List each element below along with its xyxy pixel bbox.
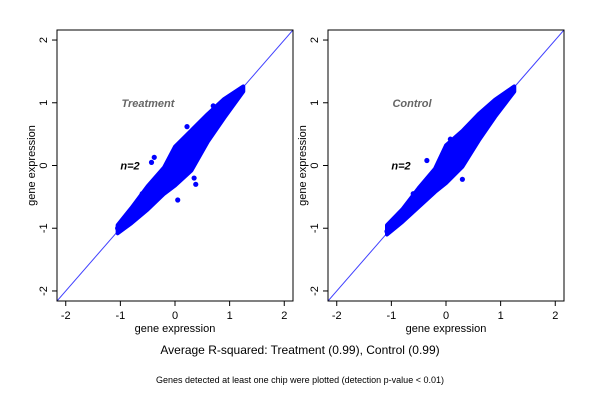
point-cloud bbox=[385, 84, 517, 237]
n-annotation: n=2 bbox=[391, 161, 410, 173]
data-point bbox=[384, 228, 390, 234]
x-axis-label: gene expression bbox=[406, 323, 487, 335]
data-point bbox=[193, 181, 199, 187]
r-squared-subtitle: Average R-squared: Treatment (0.99), Con… bbox=[160, 343, 440, 357]
data-point bbox=[410, 191, 416, 197]
data-point bbox=[178, 156, 185, 162]
data-point bbox=[175, 197, 181, 203]
panel-label: Control bbox=[392, 98, 432, 110]
data-point bbox=[139, 191, 145, 197]
x-tick-label: 2 bbox=[552, 310, 558, 322]
x-tick-label: 2 bbox=[281, 310, 287, 322]
data-point bbox=[202, 131, 208, 137]
y-tick-label: 2 bbox=[309, 37, 321, 43]
data-point bbox=[473, 131, 479, 137]
data-point bbox=[210, 103, 216, 109]
x-tick-label: 0 bbox=[172, 310, 178, 322]
n-annotation: n=2 bbox=[120, 161, 139, 173]
y-tick-label: -1 bbox=[38, 223, 50, 233]
y-tick-label: -2 bbox=[309, 286, 321, 296]
data-point bbox=[424, 157, 430, 164]
data-point bbox=[184, 124, 190, 130]
y-tick-label: -1 bbox=[309, 223, 321, 233]
data-point bbox=[459, 176, 465, 182]
data-point bbox=[151, 154, 157, 160]
y-axis-label: gene expression bbox=[26, 125, 38, 206]
x-tick-label: -1 bbox=[386, 310, 396, 322]
y-tick-label: 1 bbox=[309, 100, 321, 106]
y-tick-label: 1 bbox=[38, 100, 50, 106]
y-tick-label: -2 bbox=[38, 286, 50, 296]
x-tick-label: 1 bbox=[498, 310, 504, 322]
data-point bbox=[447, 136, 453, 142]
x-tick-label: -2 bbox=[332, 310, 342, 322]
data-point bbox=[115, 225, 121, 231]
y-axis-label: gene expression bbox=[297, 125, 309, 206]
panel-control: -2 -2 -1 -1 0 0 1 1 2 2 gene expression gene expres… bbox=[297, 29, 565, 335]
x-tick-label: 0 bbox=[443, 310, 449, 322]
data-point bbox=[239, 85, 245, 91]
y-tick-label: 0 bbox=[38, 162, 50, 168]
data-point bbox=[510, 85, 516, 91]
y-tick-label: 2 bbox=[38, 37, 50, 43]
panel-treatment: -2 -2 -1 -1 0 0 1 1 2 2 gene expression gene expres… bbox=[26, 29, 294, 335]
x-axis-label: gene expression bbox=[135, 323, 216, 335]
x-tick-label: -2 bbox=[61, 310, 71, 322]
x-tick-label: -1 bbox=[115, 310, 125, 322]
panel-label: Treatment bbox=[121, 98, 175, 110]
y-tick-label: 0 bbox=[309, 162, 321, 168]
x-tick-label: 1 bbox=[227, 310, 233, 322]
data-point bbox=[148, 159, 155, 165]
footnote: Genes detected at least one chip were pl… bbox=[156, 375, 444, 385]
data-point bbox=[191, 175, 197, 181]
